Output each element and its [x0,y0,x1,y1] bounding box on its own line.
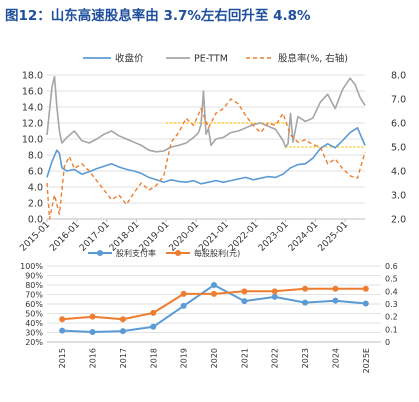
payout-ratio-point [150,323,157,330]
dividend-per-share-point [362,285,369,292]
x-tick-label: 2021 [240,348,249,368]
y-left-tick-label: 0.0 [28,215,43,226]
payout-ratio-point [362,300,369,307]
payout-ratio-point [241,298,248,305]
x-tick-label: 2024 [331,348,340,368]
legend-label: 股利支付率 [116,248,156,258]
figure-title: 图12：山东高速股息率由 3.7%左右回升至 4.8% [5,8,311,24]
y-right-tick-label: 5.0 [391,143,406,154]
y-right-tick-label: 7.0 [391,95,406,106]
x-tick-label: 2018 [149,348,158,368]
dividend-per-share-point [59,316,66,323]
pe-ttm-series [46,75,366,153]
payout-ratio-point [119,328,126,335]
payout-ratio-point [211,282,217,288]
x-tick-label: 2016-01 [48,220,82,254]
y-right-tick-label: 0.3 [385,300,398,309]
y-right-tick-label: 0.2 [385,313,398,322]
y-right-tick-label: 0.1 [385,325,398,334]
y-right-tick-label: 4.0 [391,167,406,178]
y-left-tick-label: 100% [20,262,43,271]
y-left-tick-label: 40% [25,319,43,328]
y-left-tick-label: 50% [25,310,43,319]
y-left-tick-label: 2.0 [28,199,43,210]
dividend-per-share-point [180,290,187,297]
y-right-tick-label: 8.0 [391,71,406,82]
y-right-tick-label: 6.0 [391,119,406,130]
dividend-yield-series [46,98,366,220]
legend-label: 收盘价 [115,53,144,65]
dividend-per-share-point [302,285,309,292]
dividend-per-share-point [119,316,126,323]
y-left-tick-label: 4.0 [28,183,43,194]
payout-ratio-point [302,299,309,306]
y-right-tick-label: 0.4 [385,287,398,296]
legend-label: 股息率(%, 右轴) [278,53,348,65]
close-price-series [46,127,366,185]
dividend-per-share-point [332,285,339,292]
y-left-tick-label: 16.0 [22,87,43,98]
legend-label: PE-TTM [194,54,228,65]
y-right-tick-label: 3.0 [391,191,406,202]
y-left-tick-label: 80% [25,281,43,290]
y-left-tick-label: 60% [25,300,43,309]
legend-label: 每股股利(元) [194,248,240,258]
y-left-tick-label: 18.0 [22,71,43,82]
y-right-tick-label: 0.6 [385,262,398,271]
payout-ratio-point [271,293,278,300]
x-tick-label: 2017-01 [78,220,112,254]
y-left-tick-label: 10.0 [22,135,43,146]
y-left-tick-label: 12.0 [22,119,43,130]
x-tick-label: 2024-01 [287,220,321,254]
dividend-per-share-point [271,288,278,295]
y-right-tick-label: 0.5 [385,275,398,284]
y-left-tick-label: 14.0 [22,103,43,114]
y-left-tick-label: 6.0 [28,167,43,178]
y-left-tick-label: 8.0 [28,151,43,162]
legend-marker [97,250,103,256]
dividend-per-share-point [150,309,157,316]
payout-ratio-point [59,327,66,334]
y-right-tick-label: 0 [385,338,390,347]
x-tick-label: 2022 [271,348,280,368]
x-tick-label: 2023 [301,348,310,368]
x-tick-label: 2020 [210,348,219,368]
x-tick-label: 2019 [180,348,189,368]
y-left-tick-label: 20% [25,338,43,347]
y-left-tick-label: 70% [25,291,43,300]
y-right-tick-label: 2.0 [391,215,406,226]
x-tick-label: 2023-01 [257,220,291,254]
dividend-per-share-point [211,290,217,297]
payout-ratio-point [89,329,96,336]
dividend-per-share-point [89,313,96,320]
x-tick-label: 2025E [362,348,371,373]
payout-ratio-point [332,297,339,304]
x-tick-label: 2017 [119,348,128,368]
x-tick-label: 2015 [58,348,67,368]
legend-marker [175,250,181,256]
x-tick-label: 2016 [89,348,98,368]
dividend-per-share-point [241,288,248,295]
y-left-tick-label: 90% [25,272,43,281]
x-tick-label: 2025-01 [317,220,351,254]
payout-ratio-point [180,302,187,309]
y-left-tick-label: 30% [25,329,43,338]
